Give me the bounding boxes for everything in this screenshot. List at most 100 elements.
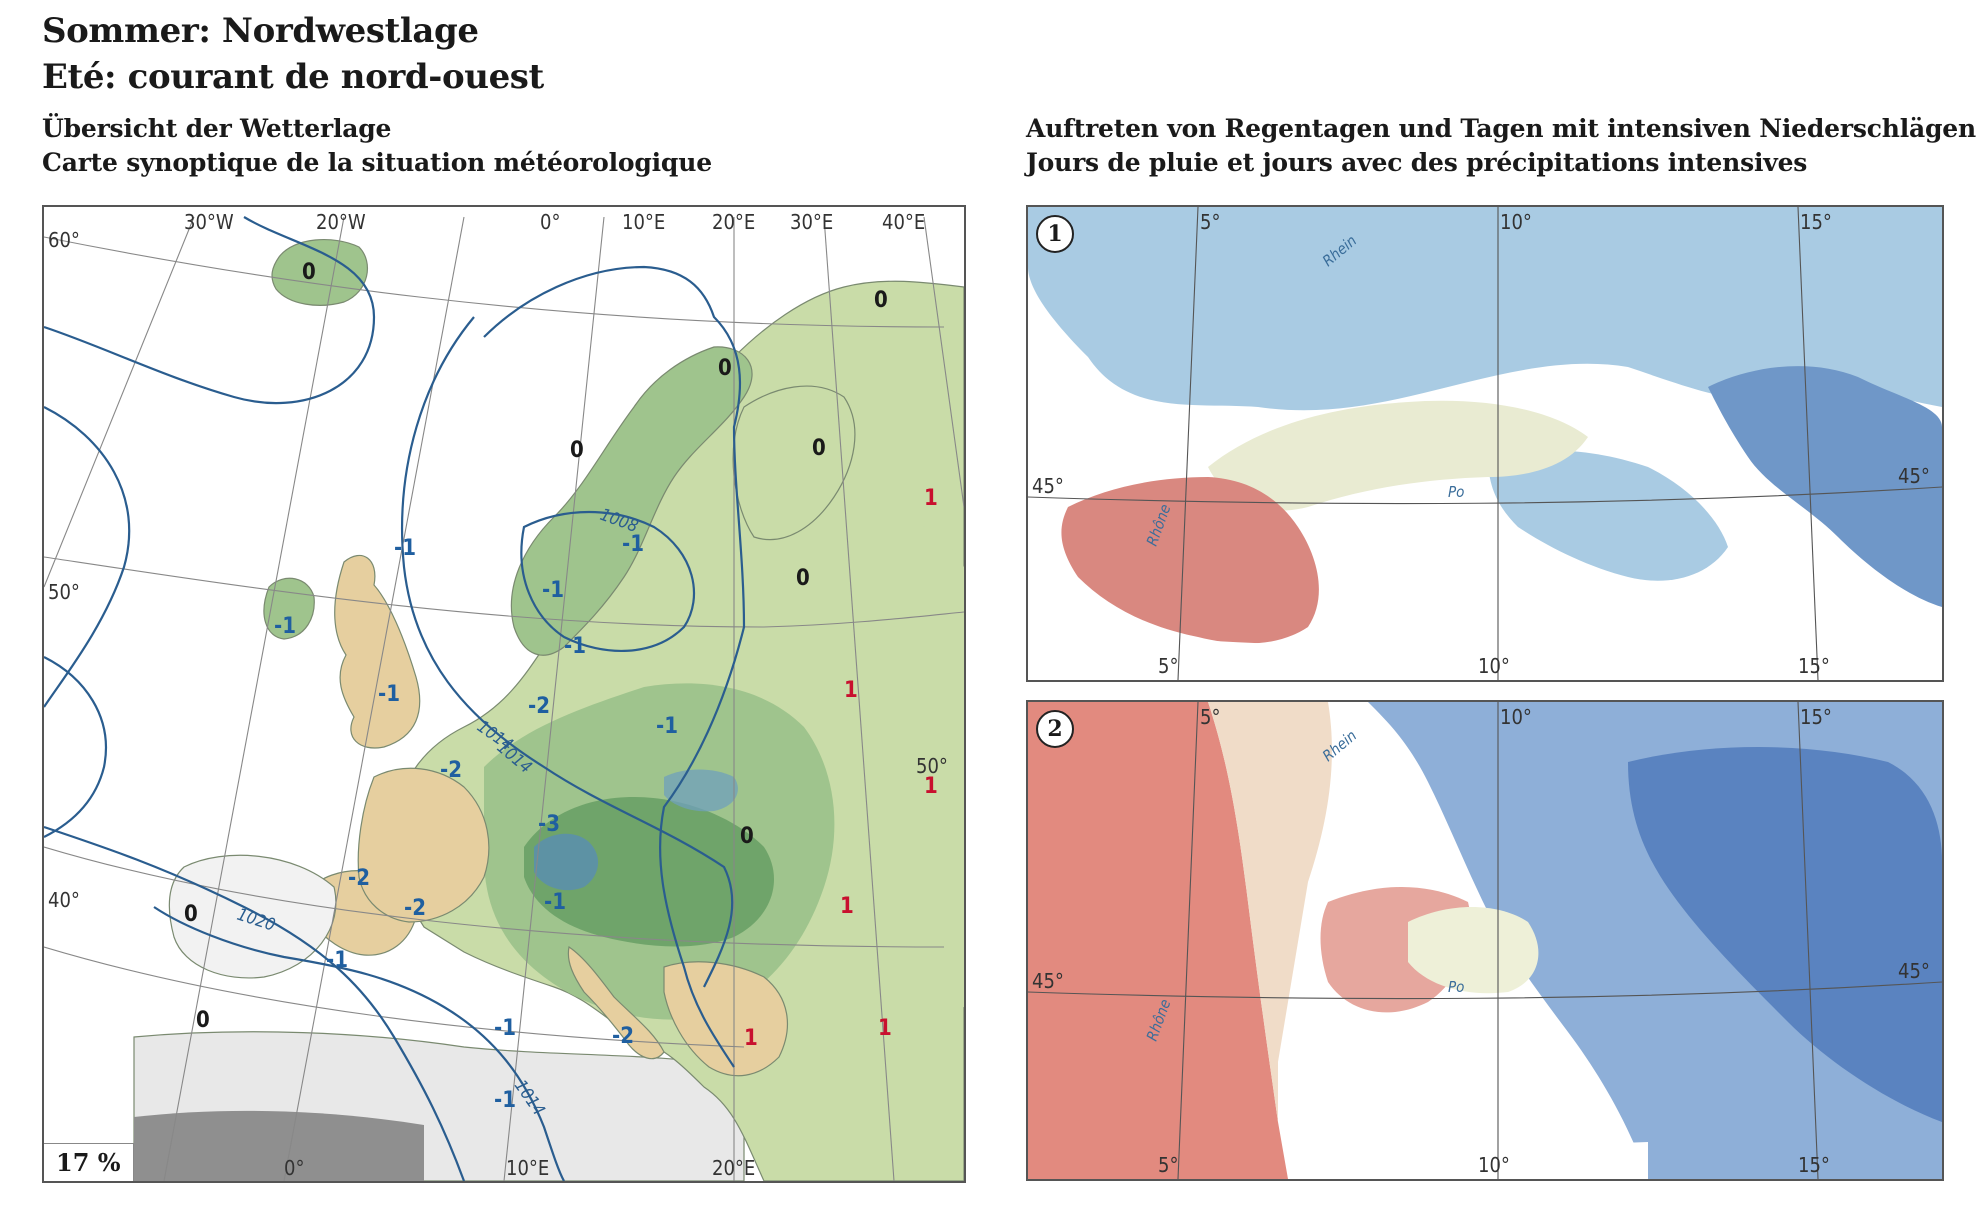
anomaly-finland: 0 xyxy=(812,436,826,461)
lat-label-40: 40° xyxy=(48,888,80,912)
panel-two-lon-bottom-15: 15° xyxy=(1798,1153,1830,1177)
lat-label-50: 50° xyxy=(48,580,80,604)
rain-days-map-svg: 5° 10° 15° 5° 10° 15° 45° 45° Rhein Po R… xyxy=(1028,207,1942,680)
anomaly-norway-coast: 1 xyxy=(924,486,938,511)
alps-core xyxy=(534,833,599,891)
lon-label-20w: 20°W xyxy=(316,210,366,234)
isobar-1008 xyxy=(520,510,696,652)
lon-label-0: 0° xyxy=(540,210,560,234)
anomaly-denmark: -1 xyxy=(542,578,564,603)
panel-two-white-med xyxy=(1288,1132,1648,1179)
title-line-french: Eté: courant de nord-ouest xyxy=(42,57,544,97)
balkans-land xyxy=(663,961,788,1077)
panel-one-meridian-5 xyxy=(1177,207,1199,680)
panel-one-lat-right: 45° xyxy=(1898,464,1930,488)
isobar-iceland xyxy=(44,216,376,405)
anomaly-britain: -1 xyxy=(378,682,400,707)
meridian-0 xyxy=(283,216,465,1181)
panel-two-blue-dark xyxy=(1628,747,1942,1122)
anomaly-sweden: 0 xyxy=(718,356,732,381)
graticule xyxy=(44,216,964,1181)
panel-one-blue-adriatic xyxy=(1488,450,1728,581)
panel-two-lon-top-10: 10° xyxy=(1500,705,1532,729)
anomaly-romania: 1 xyxy=(840,894,854,919)
panel-one-lon-top-15: 15° xyxy=(1800,210,1832,234)
rain-days-heading-german: Auftreten von Regentagen und Tagen mit i… xyxy=(1026,114,1976,143)
meridian-40e xyxy=(923,216,964,508)
rain-days-map: 5° 10° 15° 5° 10° 15° 45° 45° Rhein Po R… xyxy=(1026,205,1944,682)
iceland-land xyxy=(271,238,368,306)
panel-two-meridian-5 xyxy=(1177,702,1199,1179)
graticule-labels: 30°W 20°W 0° 10°E 20°E 30°E 40°E 60° 50°… xyxy=(48,210,948,1180)
anomaly-mediterranean: -1 xyxy=(494,1016,516,1041)
panel-one-pale xyxy=(1208,400,1588,511)
anomaly-sardinia: -1 xyxy=(494,1088,516,1113)
panel-number-one: 1 xyxy=(1036,215,1074,253)
parallel-60 xyxy=(44,236,945,328)
anomaly-north-germany: -2 xyxy=(528,694,550,719)
meridian-30w xyxy=(44,216,195,588)
anomaly-north-norway: 0 xyxy=(874,288,888,313)
iberia-inner xyxy=(168,854,337,979)
panel-one-river-po: Po xyxy=(1448,483,1464,501)
panel-one-graticule xyxy=(1028,207,1942,680)
synoptic-map-svg: 30°W 20°W 0° 10°E 20°E 30°E 40°E 60° 50°… xyxy=(44,207,964,1181)
isobars xyxy=(44,216,746,1181)
lon-label-20e: 20°E xyxy=(712,210,755,234)
parallel-50-low xyxy=(44,846,945,948)
panel-two-river-po: Po xyxy=(1448,978,1464,996)
rain-days-heading: Auftreten von Regentagen und Tagen mit i… xyxy=(1026,112,1976,180)
panel-one-lon-top-10: 10° xyxy=(1500,210,1532,234)
anomaly-north-africa: 0 xyxy=(196,1008,210,1033)
land-masses xyxy=(133,238,964,1181)
panel-two-graticule xyxy=(1028,702,1942,1179)
panel-one-lon-bottom-15: 15° xyxy=(1798,654,1830,678)
panel-one-lat-left: 45° xyxy=(1032,474,1064,498)
frequency-badge: 17 % xyxy=(44,1143,134,1181)
anomaly-belarus: 0 xyxy=(740,824,754,849)
anomaly-turkey: 1 xyxy=(878,1016,892,1041)
panel-two-lon-bottom-10: 10° xyxy=(1478,1153,1510,1177)
lat-label-60: 60° xyxy=(48,228,80,252)
synoptic-heading: Übersicht der Wetterlage Carte synoptiqu… xyxy=(42,112,712,180)
meridian-10e xyxy=(503,216,605,1181)
panel-two-meridian-15 xyxy=(1797,702,1819,1179)
central-europe-darker xyxy=(524,797,774,947)
synoptic-heading-french: Carte synoptique de la situation météoro… xyxy=(42,148,712,177)
great-britain-land xyxy=(334,554,421,749)
anomaly-labels: 0 0 0 0 0 0 0 0 0 -1 -1 -1 -1 -1 -1 -1 -… xyxy=(184,260,938,1113)
anomaly-iceland-south: -1 xyxy=(394,536,416,561)
panel-one-white-med xyxy=(1028,627,1728,680)
anomaly-ukraine: 1 xyxy=(844,678,858,703)
panel-one-parallel-45 xyxy=(1028,486,1942,505)
anomaly-alps: -3 xyxy=(538,812,560,837)
synoptic-heading-german: Übersicht der Wetterlage xyxy=(42,114,392,143)
anomaly-spain-east: -1 xyxy=(326,948,348,973)
panel-one-blue-north xyxy=(1028,207,1942,411)
anomaly-austria: -1 xyxy=(544,890,566,915)
panel-two-lat-left: 45° xyxy=(1032,969,1064,993)
isobar-1014-south xyxy=(153,906,565,1181)
panel-two-lon-bottom-5: 5° xyxy=(1158,1153,1178,1177)
lat-label-50-right: 50° xyxy=(916,754,948,778)
anomaly-russia-south: 1 xyxy=(924,774,938,799)
france-land xyxy=(357,767,490,923)
russia-east-land xyxy=(844,507,964,1010)
panel-one-meridian-15 xyxy=(1797,207,1819,680)
parallel-50 xyxy=(44,556,964,628)
anomaly-baltic: 0 xyxy=(796,566,810,591)
anomaly-gulf-lion: -2 xyxy=(404,896,426,921)
anomaly-ireland: -1 xyxy=(274,614,296,639)
meridian-20w xyxy=(163,216,345,1181)
isobar-far-west xyxy=(44,656,107,838)
anomaly-iceland: 0 xyxy=(302,260,316,285)
synoptic-map: 30°W 20°W 0° 10°E 20°E 30°E 40°E 60° 50°… xyxy=(42,205,966,1183)
panel-one-red xyxy=(1061,477,1319,644)
anomaly-france-north: -2 xyxy=(440,758,462,783)
anomaly-sweden-south: -1 xyxy=(622,532,644,557)
anomaly-greece: 1 xyxy=(744,1026,758,1051)
page-title: Sommer: Nordwestlage Eté: courant de nor… xyxy=(42,8,544,100)
lon-label-30e: 30°E xyxy=(790,210,833,234)
panel-one-lon-bottom-5: 5° xyxy=(1158,654,1178,678)
panel-two-lat-right: 45° xyxy=(1898,959,1930,983)
